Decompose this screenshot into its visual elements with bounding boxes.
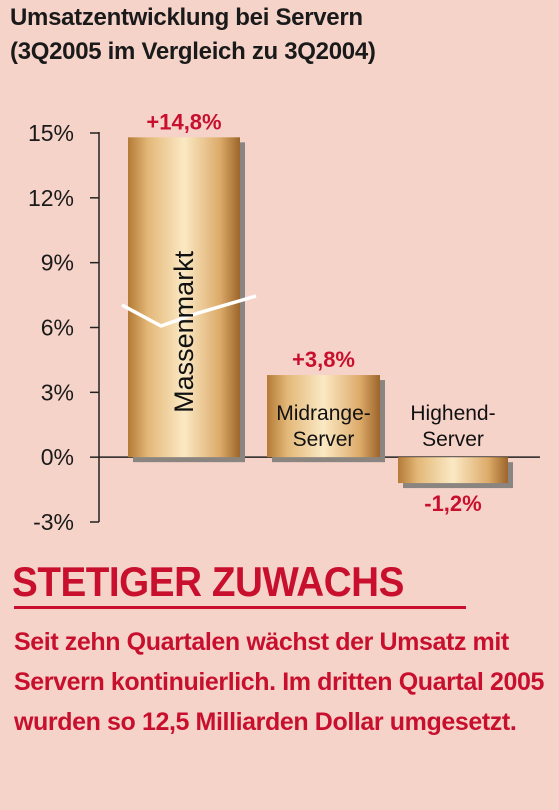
y-tick-label: -3% — [33, 509, 74, 535]
chart-subtitle: (3Q2005 im Vergleich zu 3Q2004) — [10, 38, 376, 65]
category-label-midrange-server-line1: Midrange- — [276, 402, 371, 425]
chart-title: Umsatzentwicklung bei Servern — [10, 4, 363, 31]
bar-massenmarkt-group — [128, 137, 245, 463]
value-label-massenmarkt: +14,8% — [146, 109, 221, 134]
headline-rule — [14, 606, 466, 609]
y-tick-label: 3% — [41, 379, 74, 405]
headline: STETIGER ZUWACHS — [12, 558, 404, 605]
category-label-massenmarkt: Massenmarkt — [169, 250, 199, 413]
value-label-midrange-server: +3,8% — [292, 347, 355, 372]
bar-midrange-server — [267, 375, 380, 458]
axis-break-mark — [121, 294, 257, 328]
value-label-highend-server: -1,2% — [424, 491, 481, 516]
body-text: Seit zehn Quartalen wächst der Umsatz mi… — [14, 628, 544, 736]
y-tick-label: 0% — [41, 444, 74, 470]
bar-highend-server — [398, 457, 508, 484]
y-tick-label: 15% — [28, 120, 74, 146]
bar-chart: 15% 12% 9% 6% 3% 0% -3% +14,8% +3,8% -1,2% Massen… — [28, 109, 540, 535]
y-tick-label: 6% — [41, 315, 74, 341]
bar-highend-server-group — [398, 457, 513, 489]
category-label-midrange-server-line2: Server — [293, 428, 355, 451]
category-label-highend-server-line2: Server — [422, 428, 484, 451]
y-tick-label: 9% — [41, 250, 74, 276]
y-tick-label: 12% — [28, 185, 74, 211]
bar-midrange-server-group — [267, 375, 385, 463]
bar-massenmarkt — [128, 137, 240, 458]
category-label-highend-server-line1: Highend- — [410, 402, 495, 425]
